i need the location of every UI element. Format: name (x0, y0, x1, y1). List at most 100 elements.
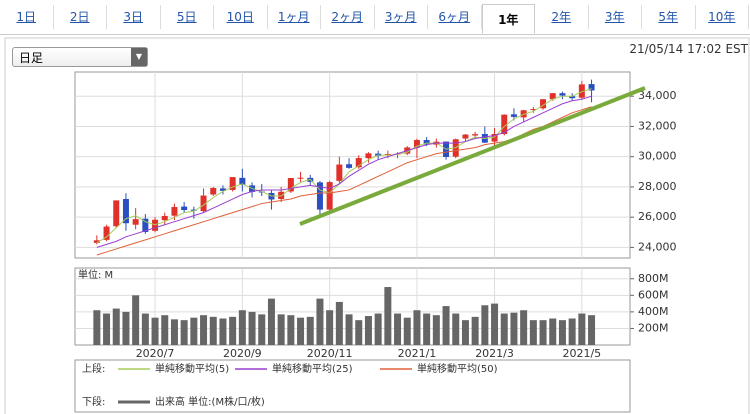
tab[interactable]: 2年 (535, 5, 589, 29)
x-tick-label: 2021/5 (562, 347, 601, 360)
volume-bar (491, 303, 499, 345)
volume-bar (568, 318, 576, 345)
volume-bar (161, 315, 169, 345)
volume-bar (520, 310, 528, 345)
volume-bar (258, 314, 266, 345)
y-tick-label: 34,000 (638, 89, 677, 102)
volume-bar (219, 318, 227, 345)
period-tabs: 1日 2日 3日 5日 10日 1ヶ月 2ヶ月 3ヶ月 6ヶ月 1年 2年 3年 5年 10年 (0, 0, 750, 35)
candle-body (559, 93, 566, 96)
dropdown-arrow: ▼ (131, 48, 147, 66)
volume-bar (413, 310, 421, 345)
volume-bar (180, 320, 188, 345)
candle-body (229, 177, 236, 190)
y-tick-label: 800M (638, 272, 669, 285)
candle-body (346, 164, 353, 168)
tab[interactable]: 3ヶ月 (375, 5, 428, 29)
tab[interactable]: 2ヶ月 (321, 5, 375, 29)
ma-line (96, 88, 592, 244)
candle-body (326, 182, 333, 210)
x-tick-label: 2021/3 (475, 347, 514, 360)
volume-bar (471, 316, 479, 345)
volume-bar (355, 320, 363, 345)
volume-bar (394, 313, 402, 345)
volume-bar (112, 308, 120, 345)
candle-body (365, 153, 372, 159)
volume-bar (248, 311, 256, 345)
volume-bar (384, 287, 392, 345)
volume-bar (190, 317, 198, 345)
candle-body (578, 84, 585, 98)
legend-label: 出来高 単位:(M株/口/枚) (155, 395, 265, 408)
candle-body (113, 200, 120, 227)
legend-label: 単純移動平均(25) (272, 362, 353, 375)
candle-body (103, 226, 110, 240)
candle-body (540, 99, 547, 109)
y-tick-label: 600M (638, 288, 669, 301)
candle-body (190, 209, 197, 211)
dropdown-label: 日足 (19, 51, 44, 65)
candle-body (210, 187, 217, 195)
tab[interactable]: 6ヶ月 (428, 5, 482, 29)
volume-bar (238, 310, 246, 345)
volume-bar (578, 313, 586, 345)
candle-body (171, 207, 178, 216)
volume-bar (141, 313, 149, 345)
candle-body (122, 199, 129, 224)
tab[interactable]: 2日 (54, 5, 107, 29)
tab[interactable]: 1年 (481, 4, 535, 34)
volume-bar (345, 314, 353, 345)
legend-label: 単純移動平均(5) (155, 362, 229, 375)
tab[interactable]: 5日 (161, 5, 214, 29)
ma-line (96, 95, 592, 248)
tab[interactable]: 3年 (589, 5, 642, 29)
volume-bar (151, 317, 159, 345)
tab[interactable]: 10日 (214, 5, 268, 29)
volume-bar (287, 315, 295, 345)
volume-bar (170, 319, 178, 345)
candle-body (161, 215, 168, 221)
volume-bar (481, 305, 489, 345)
candle-body (287, 178, 294, 192)
x-tick-label: 2020/9 (223, 347, 262, 360)
candle-body (549, 93, 556, 100)
legend-label: 単純移動平均(50) (417, 362, 498, 375)
candle-body (219, 188, 226, 191)
y-tick-label: 200M (638, 321, 669, 334)
volume-bar (200, 315, 208, 345)
candle-body (142, 218, 149, 232)
volume-bar (442, 306, 450, 345)
volume-bar (461, 320, 469, 345)
trend-line (299, 86, 646, 226)
tab[interactable]: 1ヶ月 (268, 5, 321, 29)
volume-bar (277, 314, 285, 345)
volume-bar (510, 312, 518, 345)
volume-bar (432, 315, 440, 345)
volume-bar (326, 310, 334, 345)
y-tick-label: 26,000 (638, 210, 677, 223)
legend-title: 上段: (82, 362, 105, 375)
candle-body (297, 177, 304, 179)
dropdown[interactable]: 日足 ▼ (12, 47, 148, 67)
tab[interactable]: 1日 (0, 5, 54, 29)
candle-body (530, 109, 537, 111)
x-tick-label: 2020/7 (136, 347, 175, 360)
tab[interactable]: 3日 (107, 5, 161, 29)
legend-box (74, 359, 631, 413)
volume-bar (529, 320, 537, 345)
candle-body (462, 134, 469, 139)
volume-bar (558, 320, 566, 345)
candle-body (569, 96, 576, 99)
candle-body (355, 158, 362, 168)
volume-bar (374, 313, 382, 345)
candle-body (152, 219, 159, 231)
volume-bar (209, 316, 217, 345)
y-tick-label: 30,000 (638, 150, 677, 163)
tab[interactable]: 5年 (642, 5, 696, 29)
y-tick-label: 32,000 (638, 119, 677, 132)
tab[interactable]: 10年 (696, 5, 749, 29)
volume-bar (549, 318, 557, 345)
volume-bar (403, 317, 411, 345)
x-tick-label: 2021/1 (398, 347, 437, 360)
